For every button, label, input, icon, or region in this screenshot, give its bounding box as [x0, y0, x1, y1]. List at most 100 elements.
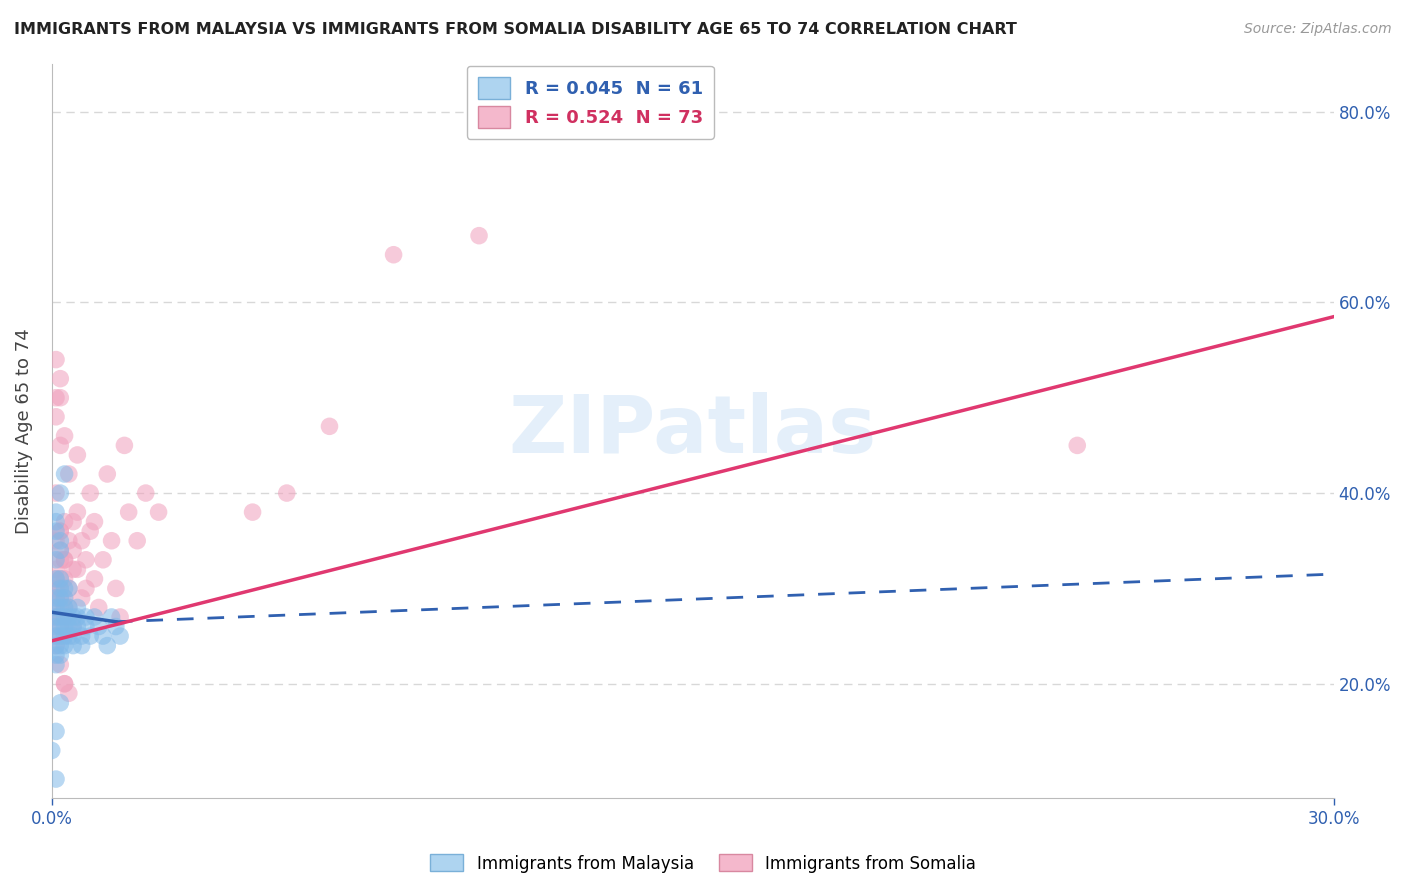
Point: [45, 572, 67, 586]
Point: [53, 610, 76, 624]
Point: [53, 677, 76, 691]
Point: [79, 486, 101, 500]
Point: [49, 391, 72, 405]
Point: [53, 600, 76, 615]
Point: [49, 438, 72, 452]
Point: [58, 600, 80, 615]
Y-axis label: Disability Age 65 to 74: Disability Age 65 to 74: [15, 328, 32, 534]
Point: [53, 553, 76, 567]
Point: [91, 553, 114, 567]
Point: [382, 248, 405, 262]
Point: [53, 591, 76, 605]
Point: [45, 724, 67, 739]
Point: [45, 639, 67, 653]
Point: [45, 600, 67, 615]
Point: [70, 533, 93, 548]
Point: [62, 515, 84, 529]
Point: [45, 486, 67, 500]
Point: [75, 582, 97, 596]
Point: [53, 610, 76, 624]
Point: [58, 582, 80, 596]
Point: [75, 553, 97, 567]
Point: [96, 467, 118, 481]
Point: [45, 772, 67, 786]
Point: [75, 610, 97, 624]
Point: [83, 515, 105, 529]
Point: [53, 582, 76, 596]
Point: [49, 524, 72, 539]
Point: [49, 582, 72, 596]
Point: [45, 619, 67, 633]
Legend: R = 0.045  N = 61, R = 0.524  N = 73: R = 0.045 N = 61, R = 0.524 N = 73: [467, 66, 713, 138]
Point: [53, 429, 76, 443]
Point: [45, 391, 67, 405]
Point: [66, 562, 89, 576]
Point: [62, 619, 84, 633]
Point: [49, 572, 72, 586]
Point: [49, 591, 72, 605]
Point: [45, 352, 67, 367]
Point: [45, 524, 67, 539]
Point: [49, 543, 72, 558]
Point: [62, 629, 84, 643]
Point: [49, 619, 72, 633]
Point: [53, 515, 76, 529]
Point: [53, 677, 76, 691]
Point: [49, 648, 72, 662]
Point: [49, 619, 72, 633]
Point: [41, 743, 63, 757]
Point: [104, 619, 127, 633]
Point: [49, 533, 72, 548]
Point: [66, 448, 89, 462]
Point: [49, 372, 72, 386]
Point: [45, 553, 67, 567]
Legend: Immigrants from Malaysia, Immigrants from Somalia: Immigrants from Malaysia, Immigrants fro…: [423, 847, 983, 880]
Text: ZIPatlas: ZIPatlas: [509, 392, 877, 470]
Point: [58, 467, 80, 481]
Point: [135, 486, 157, 500]
Point: [45, 610, 67, 624]
Point: [62, 639, 84, 653]
Point: [45, 591, 67, 605]
Point: [53, 629, 76, 643]
Point: [49, 639, 72, 653]
Point: [45, 562, 67, 576]
Point: [66, 505, 89, 519]
Point: [83, 610, 105, 624]
Point: [45, 591, 67, 605]
Point: [58, 686, 80, 700]
Point: [318, 419, 340, 434]
Point: [45, 515, 67, 529]
Point: [53, 619, 76, 633]
Point: [87, 600, 110, 615]
Point: [108, 629, 131, 643]
Point: [53, 591, 76, 605]
Point: [75, 619, 97, 633]
Point: [49, 657, 72, 672]
Point: [468, 228, 491, 243]
Point: [112, 438, 135, 452]
Point: [70, 629, 93, 643]
Point: [49, 582, 72, 596]
Point: [118, 505, 141, 519]
Point: [70, 591, 93, 605]
Point: [100, 610, 122, 624]
Point: [53, 572, 76, 586]
Point: [62, 610, 84, 624]
Point: [49, 600, 72, 615]
Point: [45, 657, 67, 672]
Point: [45, 600, 67, 615]
Point: [70, 639, 93, 653]
Point: [62, 562, 84, 576]
Point: [83, 572, 105, 586]
Point: [45, 582, 67, 596]
Point: [53, 600, 76, 615]
Point: [66, 600, 89, 615]
Point: [276, 486, 298, 500]
Point: [49, 610, 72, 624]
Text: Source: ZipAtlas.com: Source: ZipAtlas.com: [1244, 22, 1392, 37]
Point: [66, 610, 89, 624]
Point: [49, 572, 72, 586]
Point: [58, 600, 80, 615]
Text: IMMIGRANTS FROM MALAYSIA VS IMMIGRANTS FROM SOMALIA DISABILITY AGE 65 TO 74 CORR: IMMIGRANTS FROM MALAYSIA VS IMMIGRANTS F…: [14, 22, 1017, 37]
